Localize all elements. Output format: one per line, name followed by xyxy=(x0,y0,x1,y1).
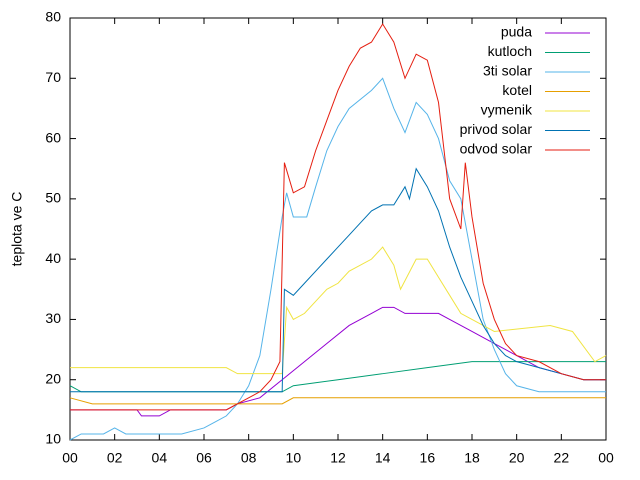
x-tick-label: 02 xyxy=(107,450,123,466)
legend-label: 3ti solar xyxy=(483,63,532,79)
legend-label: kotel xyxy=(502,82,532,98)
x-tick-label: 20 xyxy=(509,450,525,466)
y-tick-label: 10 xyxy=(45,431,61,447)
y-tick-label: 70 xyxy=(45,69,61,85)
x-tick-label: 00 xyxy=(598,450,614,466)
series-line xyxy=(70,167,606,393)
series-line xyxy=(69,361,606,393)
series-line xyxy=(70,23,606,411)
x-tick-label: 10 xyxy=(286,450,302,466)
y-tick-label: 40 xyxy=(45,250,61,266)
x-tick-label: 18 xyxy=(464,450,480,466)
x-tick-label: 00 xyxy=(62,450,78,466)
x-tick-label: 16 xyxy=(420,450,436,466)
x-tick-label: 12 xyxy=(330,450,346,466)
series-line xyxy=(69,77,606,441)
legend-label: puda xyxy=(501,24,532,40)
legend-label: privod solar xyxy=(460,121,533,137)
legend-label: kutloch xyxy=(488,43,532,59)
series-line xyxy=(69,397,606,405)
y-tick-label: 60 xyxy=(45,129,61,145)
y-tick-label: 20 xyxy=(45,370,61,386)
x-tick-label: 06 xyxy=(196,450,212,466)
legend-label: vymenik xyxy=(481,102,533,118)
series-line xyxy=(70,246,607,375)
x-tick-label: 14 xyxy=(375,450,391,466)
y-axis-label: teplota ve C xyxy=(9,192,25,267)
legend-label: odvod solar xyxy=(460,141,533,157)
x-tick-label: 04 xyxy=(152,450,168,466)
y-tick-label: 50 xyxy=(45,190,61,206)
x-tick-label: 22 xyxy=(554,450,570,466)
x-tick-label: 08 xyxy=(241,450,257,466)
y-tick-label: 80 xyxy=(45,9,61,25)
y-tick-label: 30 xyxy=(45,310,61,326)
